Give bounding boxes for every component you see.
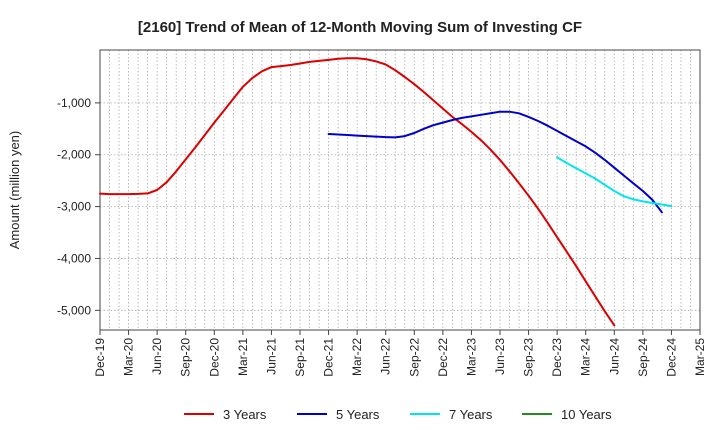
plot-area [99, 49, 701, 331]
y-tick-label: -5,000 [57, 303, 91, 317]
x-tick-label: Sep-22 [407, 338, 421, 377]
x-axis: Dec-19 Mar-20 Jun-20 Sep-20 Dec-20 Mar-21 Jun-… [93, 330, 707, 377]
x-tick-label: Sep-23 [522, 338, 536, 377]
x-tick-label: Dec-19 [93, 338, 107, 377]
y-axis: -1,000 -2,000 -3,000 -4,000 -5,000 [57, 96, 100, 317]
x-tick-label: Mar-20 [122, 338, 136, 376]
legend: 3 Years 5 Years 7 Years 10 Years [184, 407, 612, 422]
x-tick-label: Sep-24 [636, 338, 650, 377]
x-tick-label: Dec-24 [664, 338, 678, 377]
x-tick-label: Mar-24 [579, 338, 593, 376]
x-tick-label: Mar-23 [464, 338, 478, 376]
x-tick-label: Dec-23 [550, 338, 564, 377]
x-tick-label: Jun-21 [264, 338, 278, 375]
x-tick-label: Dec-22 [436, 338, 450, 377]
legend-label-5-years: 5 Years [336, 407, 380, 422]
y-tick-label: -2,000 [57, 148, 91, 162]
y-tick-label: -1,000 [57, 96, 91, 110]
x-tick-label: Dec-20 [207, 338, 221, 377]
x-tick-label: Jun-22 [379, 338, 393, 375]
series-line-3-years [99, 57, 616, 327]
legend-label-7-years: 7 Years [449, 407, 493, 422]
y-tick-label: -4,000 [57, 251, 91, 265]
x-tick-label: Jun-24 [607, 338, 621, 375]
series-line-5-years [327, 110, 663, 214]
legend-label-3-years: 3 Years [223, 407, 267, 422]
x-tick-label: Jun-23 [493, 338, 507, 375]
x-tick-label: Sep-21 [293, 338, 307, 377]
x-tick-label: Jun-20 [150, 338, 164, 375]
grid [100, 50, 700, 330]
y-tick-label: -3,000 [57, 200, 91, 214]
x-tick-label: Sep-20 [179, 338, 193, 377]
x-tick-label: Dec-21 [322, 338, 336, 377]
y-axis-label: Amount (million yen) [7, 131, 22, 250]
x-tick-label: Mar-21 [236, 338, 250, 376]
series-line-7-years [556, 156, 673, 208]
legend-label-10-years: 10 Years [561, 407, 612, 422]
x-tick-label: Mar-22 [350, 338, 364, 376]
series-lines [99, 57, 673, 327]
chart-title: [2160] Trend of Mean of 12-Month Moving … [138, 19, 582, 36]
x-tick-label: Mar-25 [693, 338, 707, 376]
